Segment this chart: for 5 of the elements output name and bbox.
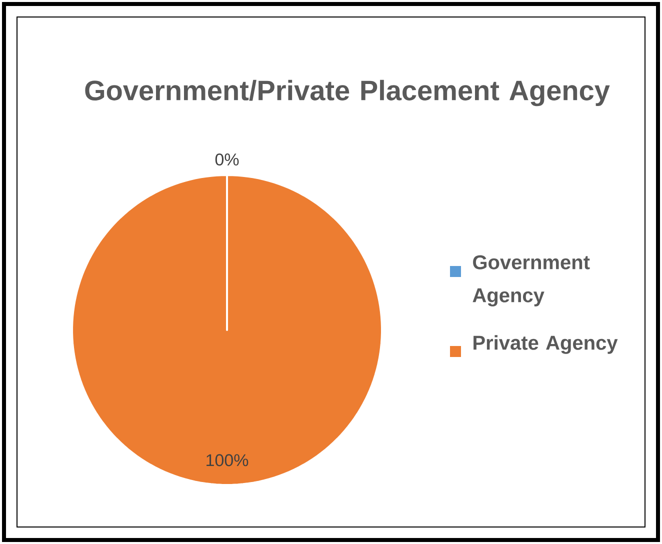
chart-title: Government/Private Placement Agency [85,80,610,106]
legend-label: Private Agency [474,335,618,354]
legend-label: Government Agency [472,255,590,306]
data-label: 100% [206,454,248,466]
text: 0% [215,153,239,166]
